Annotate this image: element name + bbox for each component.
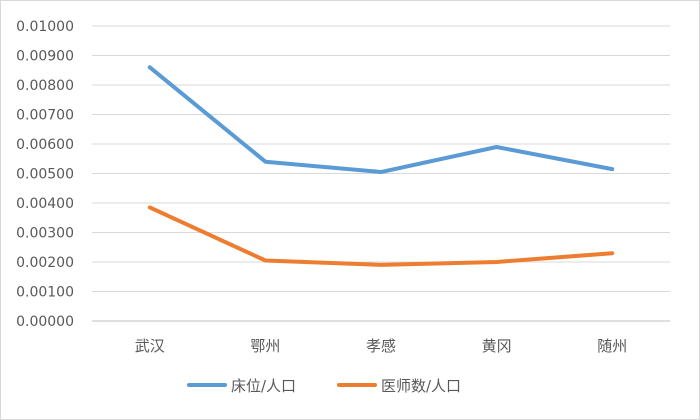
legend: 床位/人口 医师数/人口 xyxy=(187,377,461,395)
y-tick-label: 0.00400 xyxy=(16,196,74,212)
x-tick-label: 鄂州 xyxy=(250,337,280,355)
x-tick-label: 随州 xyxy=(597,337,627,355)
y-tick-label: 0.00300 xyxy=(16,226,74,242)
series-line xyxy=(147,65,615,174)
series-lines xyxy=(147,65,615,267)
y-tick-label: 0.00900 xyxy=(16,49,74,65)
x-axis-ticks: 武汉 鄂州 孝感 黄冈 随州 xyxy=(135,337,627,355)
y-tick-label: 0.00600 xyxy=(16,137,74,153)
gridlines xyxy=(92,25,670,322)
y-tick-label: 0.00000 xyxy=(16,314,74,330)
y-tick-label: 0.00500 xyxy=(16,167,74,183)
y-tick-label: 0.00100 xyxy=(16,285,74,301)
y-tick-label: 0.00700 xyxy=(16,108,74,124)
y-tick-label: 0.00800 xyxy=(16,78,74,94)
y-tick-label: 0.01000 xyxy=(16,19,74,35)
legend-label: 医师数/人口 xyxy=(381,377,461,395)
x-tick-label: 黄冈 xyxy=(482,337,512,355)
y-tick-label: 0.00200 xyxy=(16,255,74,271)
x-tick-label: 武汉 xyxy=(135,337,165,355)
y-axis-ticks: 0.00000 0.00100 0.00200 0.00300 0.00400 0.005… xyxy=(16,19,74,330)
x-tick-label: 孝感 xyxy=(366,337,396,355)
legend-label: 床位/人口 xyxy=(231,377,296,395)
series-line xyxy=(147,205,615,267)
